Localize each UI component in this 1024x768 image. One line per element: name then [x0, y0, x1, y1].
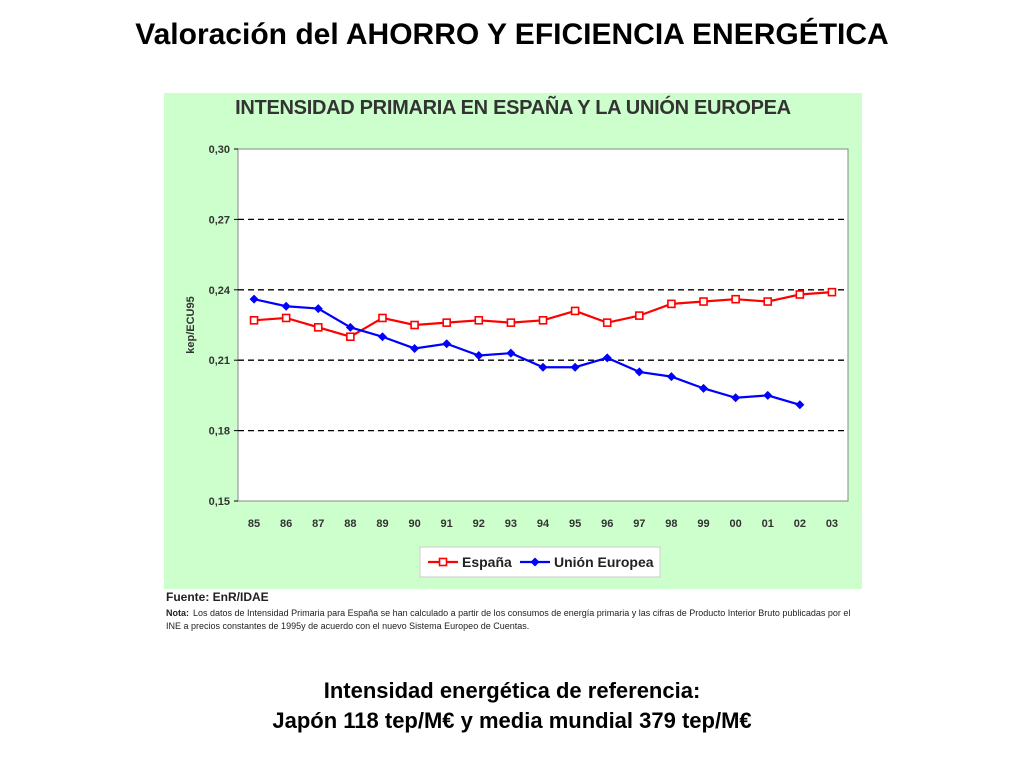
data-point	[666, 372, 676, 382]
data-point	[313, 304, 323, 314]
data-point	[602, 353, 612, 363]
x-tick-label: 95	[569, 518, 581, 530]
chart-container: INTENSIDAD PRIMARIA EN ESPAÑA Y LA UNIÓN…	[164, 93, 862, 589]
data-point	[827, 287, 837, 297]
data-point	[795, 290, 805, 299]
chart-notes: Fuente: EnR/IDAE Nota: Los datos de Inten…	[164, 588, 862, 633]
legend-label-espana: España	[462, 554, 512, 570]
x-tick-label: 86	[280, 518, 292, 530]
data-point	[699, 297, 708, 306]
data-point	[763, 297, 773, 306]
x-tick-label: 88	[344, 518, 356, 530]
data-point	[442, 318, 451, 327]
x-tick-label: 01	[762, 518, 774, 530]
x-tick-label: 03	[826, 518, 838, 530]
note-label: Nota:	[166, 608, 189, 618]
plot-area	[237, 148, 849, 502]
x-tick-label: 92	[473, 518, 485, 530]
legend-marker-union-europea	[530, 557, 540, 567]
footer-text: Intensidad energética de referencia: Jap…	[0, 676, 1024, 736]
data-point	[377, 332, 387, 342]
series-line-union-europea	[253, 298, 801, 406]
data-point	[474, 316, 484, 325]
chart-title: INTENSIDAD PRIMARIA EN ESPAÑA Y LA UNIÓN…	[235, 97, 791, 119]
data-point	[635, 311, 644, 320]
data-point	[795, 400, 805, 410]
y-axis-label: kep/ECU95	[185, 296, 197, 353]
data-point	[410, 343, 420, 353]
note-text: Nota: Los datos de Intensidad Primaria pa…	[166, 607, 862, 633]
data-point	[313, 323, 323, 332]
x-tick-label: 89	[376, 518, 388, 530]
data-point	[506, 348, 516, 358]
x-tick-label: 99	[697, 518, 709, 530]
y-tick-label: 0,30	[209, 144, 230, 156]
data-point	[731, 294, 740, 304]
x-tick-label: 93	[505, 518, 517, 530]
footer-line-2: Japón 118 tep/M€ y media mundial 379 tep…	[272, 708, 752, 733]
data-point	[731, 393, 741, 403]
legend-label-union-europea: Unión Europea	[554, 554, 654, 570]
data-point	[538, 362, 548, 372]
data-point	[249, 316, 259, 325]
slide-title: Valoración del AHORRO Y EFICIENCIA ENERG…	[135, 18, 889, 51]
data-point	[345, 322, 355, 332]
data-point	[249, 294, 259, 304]
y-tick-label: 0,27	[209, 214, 230, 226]
data-point	[699, 383, 709, 393]
y-tick-label: 0,24	[209, 285, 231, 297]
data-point	[474, 351, 484, 361]
y-tick-label: 0,21	[209, 355, 230, 367]
x-tick-label: 97	[633, 518, 645, 530]
data-point	[763, 390, 773, 400]
x-tick-label: 90	[408, 518, 420, 530]
data-point	[410, 320, 419, 330]
data-point	[570, 306, 580, 316]
x-tick-label: 87	[312, 518, 324, 530]
data-point	[570, 362, 580, 372]
data-point	[442, 339, 452, 349]
x-tick-label: 02	[794, 518, 806, 530]
x-tick-label: 98	[665, 518, 677, 530]
data-point	[538, 316, 548, 325]
y-tick-label: 0,18	[209, 426, 230, 438]
x-tick-label: 96	[601, 518, 613, 530]
footer-line-1: Intensidad energética de referencia:	[323, 678, 701, 703]
line-chart: 0,30 0,27 0,24 0,21 0,18 0,15 85 86 87 88 89 90 91 92…	[185, 144, 849, 578]
data-point	[281, 313, 291, 323]
note-body: Los datos de Intensidad Primaria para Es…	[166, 608, 851, 631]
x-tick-label: 91	[441, 518, 453, 530]
x-tick-label: 00	[730, 518, 742, 530]
data-point	[346, 332, 355, 342]
data-point	[667, 299, 676, 309]
data-point	[634, 367, 644, 377]
data-point	[281, 301, 291, 311]
y-tick-label: 0,15	[209, 496, 230, 508]
data-point	[506, 318, 516, 327]
x-tick-label: 85	[248, 518, 260, 530]
data-point	[378, 313, 387, 323]
data-point	[602, 318, 612, 327]
x-tick-label: 94	[537, 518, 550, 530]
legend-marker-espana	[438, 557, 448, 567]
source-text: Fuente: EnR/IDAE	[166, 590, 269, 604]
